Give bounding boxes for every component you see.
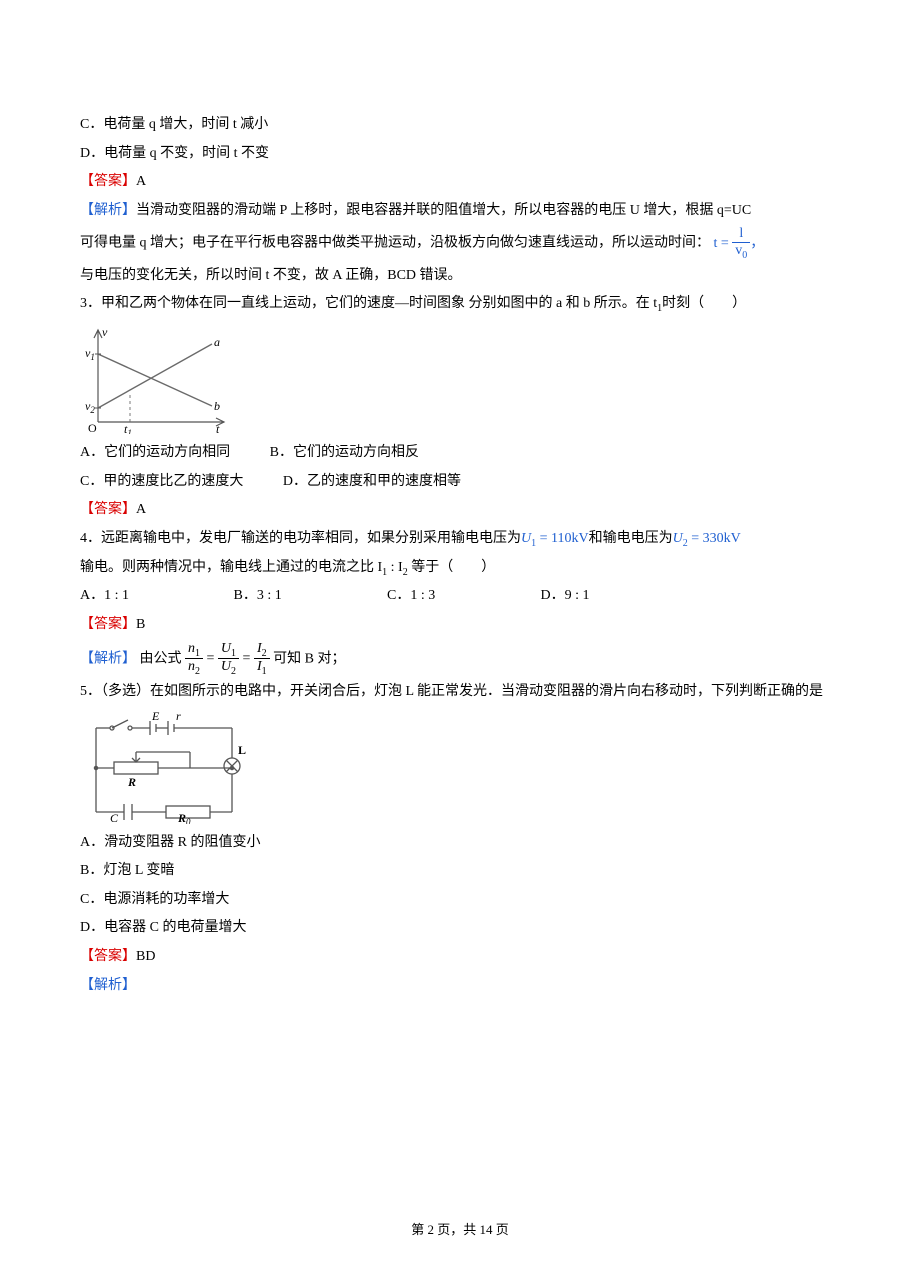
q4-answer-value: B: [136, 617, 145, 632]
answer-label: 【答案】: [80, 617, 136, 632]
q2-answer: 【答案】A: [80, 169, 840, 196]
svg-text:E: E: [151, 712, 160, 723]
q5-circuit: E r L R C R0: [80, 712, 250, 824]
q3-vt-graph: v v1 v2 O t1 t a b: [80, 324, 230, 434]
q3-options-row2: C．甲的速度比乙的速度大 D．乙的速度和甲的速度相等: [80, 469, 840, 496]
q2-answer-value: A: [136, 174, 146, 189]
q2-analysis-text1: 当滑动变阻器的滑动端 P 上移时，跟电容器并联的阻值增大，所以电容器的电压 U …: [136, 203, 751, 218]
q4-option-d: D．9 : 1: [541, 583, 691, 610]
svg-text:t1: t1: [124, 422, 132, 434]
page-footer: 第 2 页，共 14 页: [0, 1218, 920, 1243]
q2-formula-lhs: t: [714, 236, 718, 251]
q4-stem-line1: 4．远距离输电中，发电厂输送的电功率相同，如果分别采用输电电压为U1 = 110…: [80, 526, 840, 553]
svg-text:a: a: [214, 335, 220, 349]
q5-option-b: B．灯泡 L 变暗: [80, 858, 840, 885]
q5-answer: 【答案】BD: [80, 944, 840, 971]
q2-formula-top: l: [732, 226, 750, 242]
q3-answer: 【答案】A: [80, 497, 840, 524]
q5-option-a: A．滑动变阻器 R 的阻值变小: [80, 830, 840, 857]
svg-text:L: L: [238, 743, 246, 757]
q4-answer: 【答案】B: [80, 612, 840, 639]
q4-stem-part1: 4．远距离输电中，发电厂输送的电功率相同，如果分别采用输电电压为: [80, 531, 521, 546]
svg-text:R0: R0: [177, 811, 191, 824]
q4-analysis-prefix: 由公式: [140, 651, 182, 666]
svg-text:v2: v2: [85, 399, 95, 415]
page: C．电荷量 q 增大，时间 t 减小 D．电荷量 q 不变，时间 t 不变 【答…: [0, 0, 920, 1273]
q5-analysis: 【解析】: [80, 973, 840, 1000]
q4-option-c: C．1 : 3: [387, 583, 537, 610]
q4-option-b: B．3 : 1: [234, 583, 384, 610]
analysis-label: 【解析】: [80, 978, 136, 993]
svg-text:C: C: [110, 811, 119, 824]
q4-option-a: A．1 : 1: [80, 583, 230, 610]
q4-stem-line2: 输电。则两种情况中，输电线上通过的电流之比 I1 : I2 等于（ ）: [80, 555, 840, 582]
svg-text:O: O: [88, 421, 97, 434]
q4-analysis-suffix: 可知 B 对；: [273, 651, 345, 666]
q4-choices: A．1 : 1 B．3 : 1 C．1 : 3 D．9 : 1: [80, 583, 840, 610]
svg-text:v1: v1: [85, 346, 95, 362]
svg-text:R: R: [127, 775, 136, 789]
q2-formula: t = l v0 ，: [714, 236, 765, 251]
q3-options-row1: A．它们的运动方向相同 B．它们的运动方向相反: [80, 440, 840, 467]
q2-analysis-line1: 【解析】当滑动变阻器的滑动端 P 上移时，跟电容器并联的阻值增大，所以电容器的电…: [80, 198, 840, 225]
q3-stem-suffix: 时刻（ ）: [662, 296, 746, 311]
q5-option-d: D．电容器 C 的电荷量增大: [80, 915, 840, 942]
q2-option-c: C．电荷量 q 增大，时间 t 减小: [80, 112, 840, 139]
q5-answer-value: BD: [136, 949, 155, 964]
q2-formula-bot: v0: [732, 243, 750, 261]
q2-formula-frac: l v0: [732, 226, 750, 260]
q2-formula-tail: ，: [750, 236, 764, 251]
q4-stem-part2: 输电。则两种情况中，输电线上通过的电流之比 I: [80, 560, 382, 575]
q4-stem-mid: 和输电电压为: [589, 531, 673, 546]
q2-option-d: D．电荷量 q 不变，时间 t 不变: [80, 141, 840, 168]
answer-label: 【答案】: [80, 174, 136, 189]
q2-analysis-text2: 可得电量 q 增大；电子在平行板电容器中做类平抛运动，沿极板方向做匀速直线运动，…: [80, 236, 710, 251]
q4-formula: n1n2 = U1U2 = I2I1: [185, 651, 273, 666]
analysis-label: 【解析】: [80, 651, 136, 666]
q3-stem-prefix: 3．甲和乙两个物体在同一直线上运动，它们的速度—时间图象 分别如图中的 a 和 …: [80, 296, 657, 311]
q3-option-a: A．它们的运动方向相同: [80, 440, 230, 467]
q3-label-v: v: [102, 325, 108, 339]
svg-text:b: b: [214, 399, 220, 413]
q4-analysis: 【解析】 由公式 n1n2 = U1U2 = I2I1 可知 B 对；: [80, 641, 840, 678]
q2-analysis-line2: 可得电量 q 增大；电子在平行板电容器中做类平抛运动，沿极板方向做匀速直线运动，…: [80, 226, 840, 260]
q3-answer-value: A: [136, 502, 146, 517]
q2-formula-eq: =: [721, 236, 729, 251]
answer-label: 【答案】: [80, 949, 136, 964]
q3-option-c: C．甲的速度比乙的速度大: [80, 469, 243, 496]
svg-text:r: r: [176, 712, 181, 723]
q3-stem: 3．甲和乙两个物体在同一直线上运动，它们的速度—时间图象 分别如图中的 a 和 …: [80, 291, 840, 318]
q2-analysis-line3: 与电压的变化无关，所以时间 t 不变，故 A 正确，BCD 错误。: [80, 263, 840, 290]
q3-option-b: B．它们的运动方向相反: [270, 440, 419, 467]
answer-label: 【答案】: [80, 502, 136, 517]
q3-option-d: D．乙的速度和甲的速度相等: [283, 469, 461, 496]
q5-option-c: C．电源消耗的功率增大: [80, 887, 840, 914]
analysis-label: 【解析】: [80, 203, 136, 218]
q5-stem: 5．（多选）在如图所示的电路中，开关闭合后，灯泡 L 能正常发光．当滑动变阻器的…: [80, 679, 840, 706]
